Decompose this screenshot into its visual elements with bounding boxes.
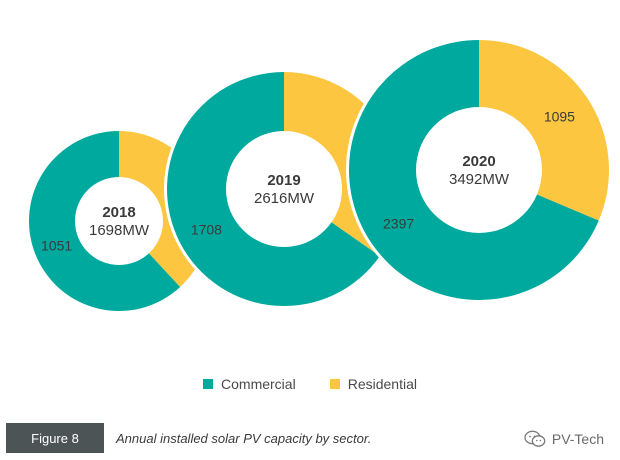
donut-hole-2019 [226, 131, 342, 247]
watermark-text: PV-Tech [551, 431, 604, 447]
donut-chart: 20181698MW105164720192616MW1708908202034… [29, 37, 612, 311]
slice-label-commercial-2020: 2397 [383, 215, 414, 231]
legend: Commercial Residential [0, 376, 620, 392]
center-total-2018: 1698MW [89, 222, 150, 239]
donut-hole-2018 [75, 177, 163, 265]
center-year-2018: 2018 [102, 204, 135, 221]
legend-label-commercial: Commercial [221, 376, 296, 392]
legend-item-commercial: Commercial [203, 376, 296, 392]
caption-bar: Figure 8 Annual installed solar PV capac… [0, 423, 620, 453]
center-year-2019: 2019 [267, 172, 300, 189]
center-total-2020: 3492MW [449, 171, 510, 188]
center-total-2019: 2616MW [254, 190, 315, 207]
figure-caption: Annual installed solar PV capacity by se… [116, 430, 372, 446]
legend-swatch-residential [329, 379, 340, 389]
donut-hole-2020 [416, 107, 542, 233]
figure-label: Figure 8 [6, 423, 104, 453]
legend-item-residential: Residential [329, 376, 417, 392]
wechat-icon [524, 430, 546, 447]
slice-label-residential-2020: 1095 [544, 109, 575, 125]
watermark: PV-Tech [524, 430, 604, 448]
legend-label-residential: Residential [347, 376, 417, 392]
legend-swatch-commercial [203, 379, 214, 389]
slice-label-commercial-2018: 1051 [41, 237, 72, 253]
center-year-2020: 2020 [462, 153, 495, 170]
slice-label-commercial-2019: 1708 [191, 221, 222, 237]
